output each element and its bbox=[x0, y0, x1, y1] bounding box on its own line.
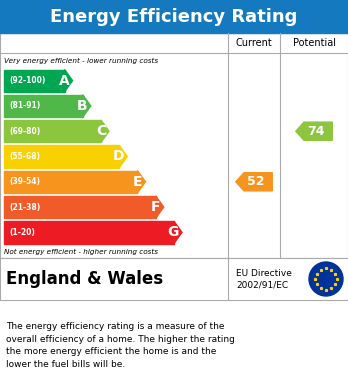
Circle shape bbox=[309, 262, 343, 296]
Text: EU Directive: EU Directive bbox=[236, 269, 292, 278]
Polygon shape bbox=[174, 221, 182, 244]
Text: (69-80): (69-80) bbox=[9, 127, 40, 136]
Text: 2002/91/EC: 2002/91/EC bbox=[236, 280, 288, 289]
Polygon shape bbox=[83, 95, 91, 117]
Polygon shape bbox=[296, 122, 332, 140]
Bar bbox=[4, 221, 174, 244]
Text: C: C bbox=[96, 124, 106, 138]
Text: F: F bbox=[151, 200, 161, 214]
Bar bbox=[4, 120, 101, 142]
Polygon shape bbox=[236, 173, 272, 191]
Text: Energy Efficiency Rating: Energy Efficiency Rating bbox=[50, 7, 298, 25]
Text: (55-68): (55-68) bbox=[9, 152, 40, 161]
Text: 74: 74 bbox=[307, 125, 324, 138]
Text: 52: 52 bbox=[247, 175, 264, 188]
Polygon shape bbox=[101, 120, 109, 142]
Bar bbox=[4, 95, 83, 117]
Text: E: E bbox=[133, 175, 142, 189]
Text: The energy efficiency rating is a measure of the
overall efficiency of a home. T: The energy efficiency rating is a measur… bbox=[6, 322, 235, 369]
Bar bbox=[4, 145, 119, 168]
Bar bbox=[4, 170, 137, 193]
Polygon shape bbox=[65, 70, 72, 92]
Text: D: D bbox=[113, 149, 124, 163]
Bar bbox=[0, 33, 348, 258]
Text: (1-20): (1-20) bbox=[9, 228, 35, 237]
Text: Very energy efficient - lower running costs: Very energy efficient - lower running co… bbox=[4, 57, 158, 64]
Text: (81-91): (81-91) bbox=[9, 101, 40, 110]
Text: Current: Current bbox=[236, 38, 272, 48]
Bar bbox=[4, 70, 65, 92]
Polygon shape bbox=[156, 196, 164, 218]
Text: G: G bbox=[168, 225, 179, 239]
Text: (39-54): (39-54) bbox=[9, 177, 40, 186]
Polygon shape bbox=[137, 170, 145, 193]
Text: England & Wales: England & Wales bbox=[6, 270, 163, 288]
Polygon shape bbox=[119, 145, 127, 168]
Text: A: A bbox=[59, 74, 70, 88]
Text: B: B bbox=[77, 99, 88, 113]
Bar bbox=[4, 196, 156, 218]
Text: Not energy efficient - higher running costs: Not energy efficient - higher running co… bbox=[4, 248, 158, 255]
Text: (21-38): (21-38) bbox=[9, 203, 40, 212]
Text: (92-100): (92-100) bbox=[9, 76, 46, 85]
Text: Potential: Potential bbox=[293, 38, 335, 48]
Bar bbox=[0, 258, 348, 300]
Bar bbox=[0, 0, 348, 33]
